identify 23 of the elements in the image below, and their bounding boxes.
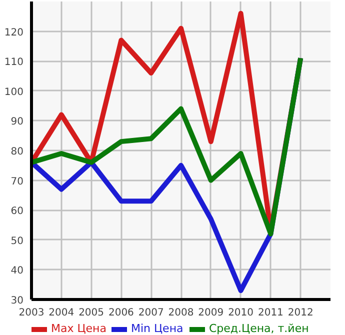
y-tick-label: 60 xyxy=(10,206,24,218)
x-tick-label: 2006 xyxy=(108,308,134,318)
y-tick-label: 80 xyxy=(10,146,24,158)
y-tick-label: 90 xyxy=(10,116,24,128)
x-tick-label: 2007 xyxy=(138,308,164,318)
x-tick-label: 2004 xyxy=(48,308,74,318)
legend-label: Max Цена xyxy=(51,322,106,335)
x-tick-label: 2008 xyxy=(168,308,194,318)
y-tick-label: 30 xyxy=(10,296,24,306)
x-tick-label: 2009 xyxy=(198,308,224,318)
legend-label: Min Цена xyxy=(131,322,184,335)
y-tick-label: 100 xyxy=(4,86,24,98)
y-tick-label: 40 xyxy=(10,266,24,277)
y-tick-label: 120 xyxy=(4,27,24,38)
legend-label: Сред.Цена, т.йен xyxy=(209,322,309,335)
x-tick-label: 2011 xyxy=(258,308,284,318)
x-tick-label: 2005 xyxy=(78,308,104,318)
y-tick-label: 110 xyxy=(4,57,24,68)
y-tick-label: 50 xyxy=(10,236,24,247)
x-tick-label: 2010 xyxy=(228,308,254,318)
x-tick-label: 2012 xyxy=(288,308,314,318)
x-tick-label: 2003 xyxy=(18,308,44,318)
y-tick-label: 70 xyxy=(10,176,24,188)
